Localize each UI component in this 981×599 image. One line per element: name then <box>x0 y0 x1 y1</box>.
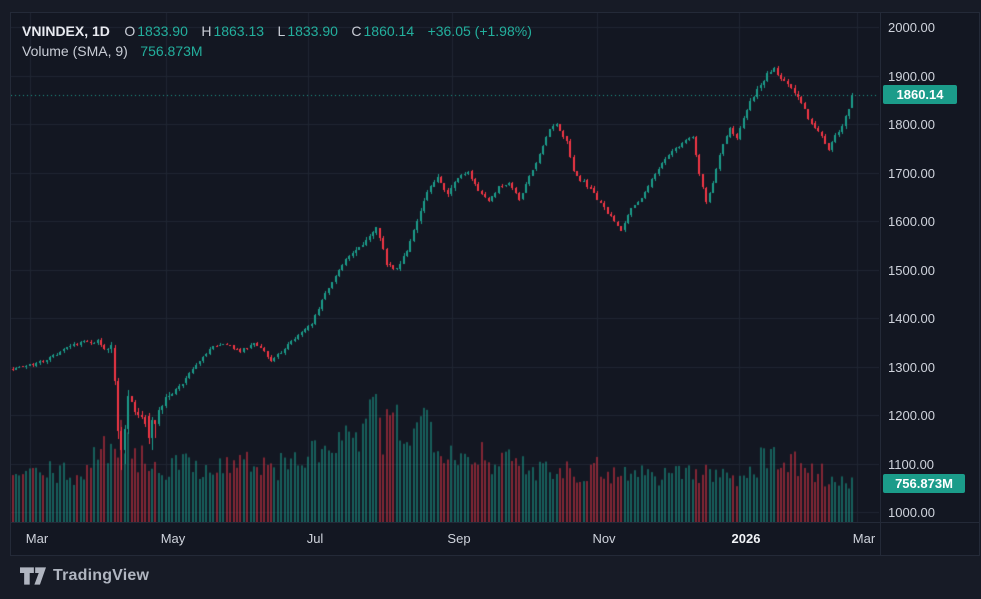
time-tick-label: Nov <box>592 531 616 546</box>
time-tick-label: Mar <box>852 531 876 546</box>
chart-frame: VNINDEX, 1D O 1833.90 H 1863.13 L 1833.90 C… <box>10 12 980 556</box>
tradingview-logo-text: TradingView <box>53 567 150 584</box>
time-axis-separator <box>11 522 979 523</box>
ohlc-high-value: 1863.13 <box>213 23 265 39</box>
price-tick-label: 1500.00 <box>888 262 935 278</box>
indicator-volume-value: 756.873M <box>140 43 203 59</box>
ohlc-close: C 1860.14 <box>351 23 414 39</box>
tradingview-logo[interactable]: TradingView <box>20 567 149 585</box>
ohlc-open-value: 1833.90 <box>137 23 188 39</box>
price-tick-label: 1600.00 <box>888 214 935 229</box>
ohlc-open: O 1833.90 <box>124 23 188 39</box>
time-axis[interactable]: Mar May Jul Sep Nov 2026 Mar <box>11 523 979 555</box>
price-tick-label: 1900.00 <box>888 68 935 84</box>
indicator-volume-title[interactable]: Volume (SMA, 9) <box>22 43 128 59</box>
bottom-toolbar: TradingView <box>0 557 981 599</box>
last-price-badge: 1860.14 <box>883 85 957 104</box>
ohlc-close-label: C <box>351 23 362 39</box>
time-tick-label: 2026 <box>731 531 761 546</box>
price-tick-label: 1400.00 <box>888 311 935 326</box>
change-value: +36.05 (+1.98%) <box>427 23 532 39</box>
price-tick-label: 1800.00 <box>888 117 935 132</box>
price-tick-label: 1100.00 <box>888 456 935 472</box>
legend-indicator-row: Volume (SMA, 9) 756.873M <box>22 41 532 61</box>
time-tick-label: Mar <box>25 531 49 546</box>
price-tick-label: 1300.00 <box>888 359 935 375</box>
volume-value-badge: 756.873M <box>883 474 965 493</box>
time-tick-label: Sep <box>447 531 471 546</box>
ohlc-low-label: L <box>277 23 286 39</box>
tradingview-logo-icon <box>20 567 46 585</box>
price-axis-separator <box>880 13 881 555</box>
ohlc-high: H 1863.13 <box>201 23 264 39</box>
ohlc-close-value: 1860.14 <box>363 23 415 39</box>
price-chart-canvas[interactable] <box>11 13 879 522</box>
price-tick-label: 1000.00 <box>888 505 935 520</box>
ohlc-open-label: O <box>124 23 136 39</box>
price-tick-label: 2000.00 <box>888 20 935 35</box>
time-tick-label: May <box>160 531 186 546</box>
price-tick-label: 1700.00 <box>888 165 935 181</box>
ohlc-low: L 1833.90 <box>278 23 338 39</box>
time-tick-label: Jul <box>306 531 324 546</box>
ohlc-high-label: H <box>201 23 212 39</box>
price-axis[interactable]: 2000.00 1900.00 1800.00 1700.00 1600.00 1500.… <box>881 13 979 522</box>
legend-ohlc-row: VNINDEX, 1D O 1833.90 H 1863.13 L 1833.90 C… <box>22 21 532 41</box>
ohlc-low-value: 1833.90 <box>287 23 338 39</box>
price-tick-label: 1200.00 <box>888 408 935 423</box>
chart-legend: VNINDEX, 1D O 1833.90 H 1863.13 L 1833.90 C… <box>22 21 532 61</box>
symbol-title[interactable]: VNINDEX, 1D <box>22 23 110 39</box>
